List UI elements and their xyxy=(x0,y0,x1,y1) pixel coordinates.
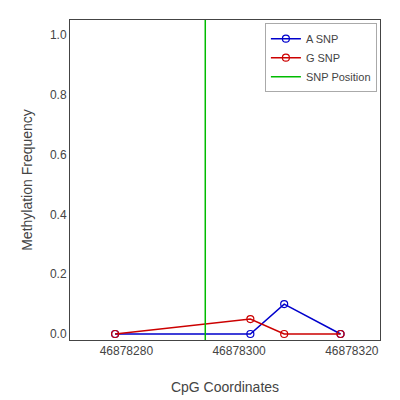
svg-text:0.2: 0.2 xyxy=(50,267,67,281)
svg-text:0.4: 0.4 xyxy=(50,208,67,222)
svg-text:Methylation Frequency: Methylation Frequency xyxy=(19,109,35,251)
svg-text:0.6: 0.6 xyxy=(50,148,67,162)
svg-text:A SNP: A SNP xyxy=(306,33,338,45)
svg-text:1.0: 1.0 xyxy=(50,28,67,42)
svg-text:CpG Coordinates: CpG Coordinates xyxy=(171,379,279,395)
svg-text:SNP Position: SNP Position xyxy=(306,71,371,83)
svg-text:46878320: 46878320 xyxy=(325,344,379,358)
svg-text:0.0: 0.0 xyxy=(50,327,67,341)
svg-text:G SNP: G SNP xyxy=(306,52,340,64)
svg-text:0.8: 0.8 xyxy=(50,88,67,102)
svg-text:46878300: 46878300 xyxy=(212,344,266,358)
svg-text:46878280: 46878280 xyxy=(100,344,154,358)
